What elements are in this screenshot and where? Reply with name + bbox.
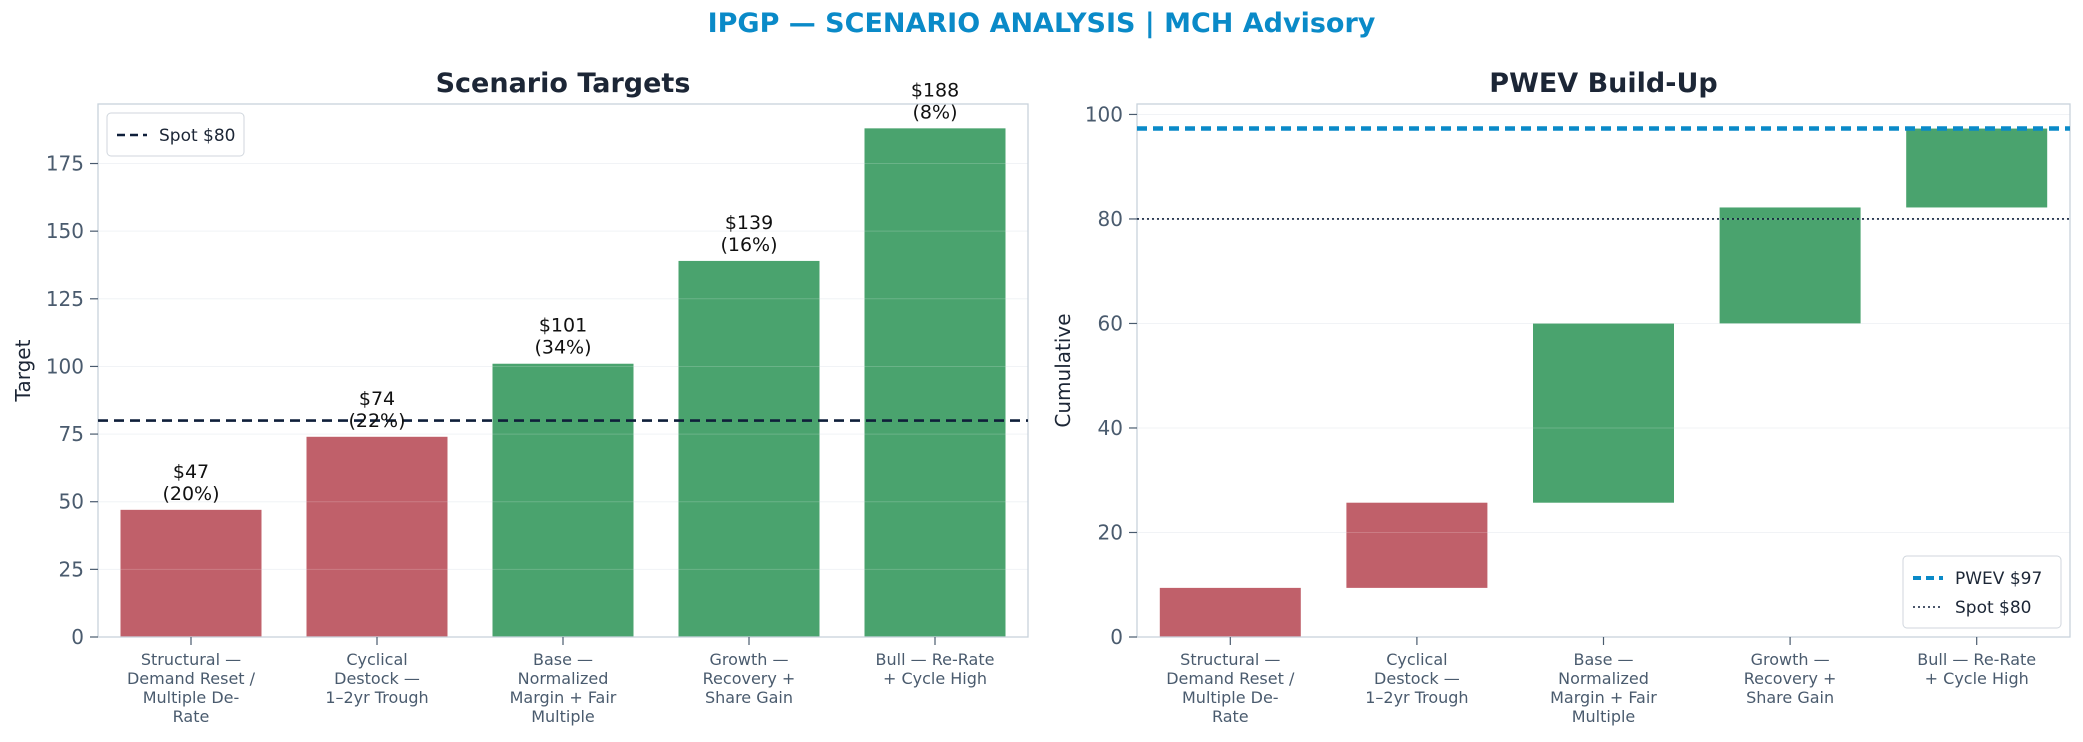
data-label: $47 (20%) [162,461,219,505]
chart-title: Scenario Targets [436,68,691,99]
x-tick-label: Base — Normalized Margin + Fair Multiple [1550,650,1657,726]
bar [1533,323,1674,503]
bar [1719,207,1861,324]
data-label: $101 (34%) [534,315,591,359]
bar [1159,587,1301,637]
y-tick-label: 40 [1098,416,1123,440]
bar [1346,502,1488,588]
x-tick-label: Structural — Demand Reset / Multiple De-Ra… [127,650,256,726]
legend-label: PWEV $97 [1955,569,2042,589]
y-tick-label: 80 [1098,207,1123,231]
x-tick-label: Structural — Demand Reset / Multiple De-Ra… [1166,650,1295,726]
y-tick-label: 50 [59,490,84,514]
y-tick-label: 0 [1110,625,1123,649]
bar [1906,128,2048,208]
data-label: $74 (22%) [348,388,405,432]
y-axis-label: Cumulative [1051,313,1075,427]
x-tick-label: Growth — Recovery + Share Gain [703,650,796,707]
y-tick-label: 25 [59,557,84,581]
y-tick-label: 60 [1098,311,1123,335]
legend-label: Spot $80 [159,126,236,146]
legend-box [106,112,245,157]
y-axis-label: Target [11,339,35,402]
y-tick-label: 100 [46,354,84,378]
y-tick-label: 0 [71,625,84,649]
bar [492,363,634,637]
x-tick-label: Cyclical Destock —1–2yr Trough [1365,650,1468,707]
x-tick-label: Growth — Recovery + Share Gain [1744,650,1837,707]
x-tick-label: Bull — Re-Rate + Cycle High [876,650,995,688]
legend-box [1902,555,2062,629]
bar [306,436,448,637]
chart-title: PWEV Build-Up [1489,68,1717,99]
y-tick-label: 20 [1098,520,1123,544]
data-label: $139 (16%) [720,212,777,256]
bar [120,509,262,637]
data-label: $188 (8%) [911,79,959,123]
y-tick-label: 100 [1085,102,1123,126]
legend-label: Spot $80 [1955,598,2032,618]
y-tick-label: 150 [46,219,84,243]
x-tick-label: Base — Normalized Margin + Fair Multiple [510,650,617,726]
bar [864,128,1006,637]
y-tick-label: 75 [59,422,84,446]
x-tick-label: Bull — Re-Rate + Cycle High [1917,650,2036,688]
y-tick-label: 175 [46,152,84,176]
page-title: IPGP — SCENARIO ANALYSIS | MCH Advisory [707,8,1376,39]
bar [678,260,820,637]
x-tick-label: Cyclical Destock —1–2yr Trough [325,650,428,707]
y-tick-label: 125 [46,287,84,311]
